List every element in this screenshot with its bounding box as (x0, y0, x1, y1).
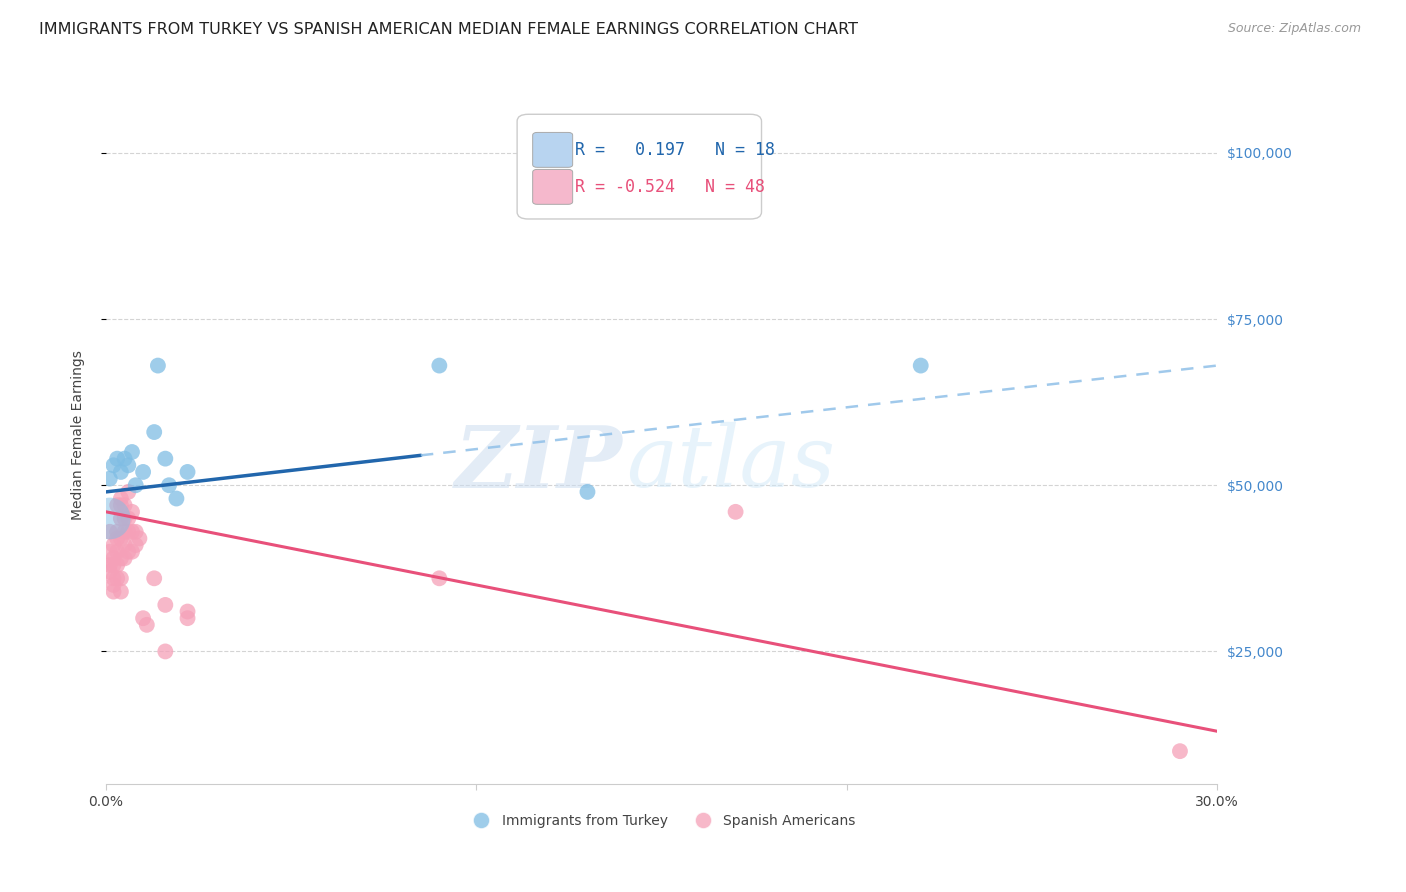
Point (98, 511, 121, 525)
Point (132, 465, 155, 479)
FancyBboxPatch shape (533, 132, 572, 168)
Point (176, 605, 198, 619)
Point (125, 478, 148, 492)
Point (110, 491, 132, 506)
Point (98, 565, 121, 579)
Point (103, 538, 125, 552)
Text: atlas: atlas (626, 422, 835, 505)
Point (98, 558, 121, 572)
Point (114, 498, 136, 512)
Point (135, 617, 157, 632)
Point (114, 511, 136, 525)
FancyBboxPatch shape (533, 169, 572, 204)
Text: IMMIGRANTS FROM TURKEY VS SPANISH AMERICAN MEDIAN FEMALE EARNINGS CORRELATION CH: IMMIGRANTS FROM TURKEY VS SPANISH AMERIC… (39, 22, 859, 37)
Y-axis label: Median Female Earnings: Median Female Earnings (72, 351, 86, 520)
Point (105, 451, 128, 466)
Point (724, 505, 747, 519)
Point (117, 458, 139, 473)
Point (117, 545, 139, 559)
Point (103, 558, 125, 572)
Point (105, 558, 128, 572)
Point (427, 359, 450, 373)
Point (105, 524, 128, 539)
Point (157, 478, 180, 492)
Point (125, 524, 148, 539)
Point (143, 571, 166, 585)
Point (105, 532, 128, 546)
Point (110, 584, 132, 599)
Point (103, 584, 125, 599)
Point (427, 571, 450, 585)
Point (155, 644, 177, 658)
Point (125, 538, 148, 552)
Point (114, 538, 136, 552)
Point (114, 451, 136, 466)
Point (176, 465, 198, 479)
Point (143, 425, 166, 439)
Point (103, 578, 125, 592)
Point (1168, 744, 1191, 758)
Point (576, 484, 599, 499)
Point (110, 532, 132, 546)
Point (103, 551, 125, 566)
Point (117, 511, 139, 525)
Point (110, 571, 132, 585)
Point (121, 524, 143, 539)
Point (121, 545, 143, 559)
Point (132, 611, 155, 625)
Point (910, 359, 932, 373)
Point (105, 571, 128, 585)
Text: R = -0.524   N = 48: R = -0.524 N = 48 (575, 178, 765, 196)
Point (117, 524, 139, 539)
Point (146, 359, 169, 373)
Point (110, 465, 132, 479)
Point (103, 458, 125, 473)
Point (121, 505, 143, 519)
Text: Source: ZipAtlas.com: Source: ZipAtlas.com (1227, 22, 1361, 36)
Point (98, 472, 121, 486)
Point (155, 598, 177, 612)
Text: ZIP: ZIP (454, 422, 623, 505)
Text: R =   0.197   N = 18: R = 0.197 N = 18 (575, 141, 775, 159)
Point (155, 451, 177, 466)
FancyBboxPatch shape (517, 114, 762, 219)
Point (105, 498, 128, 512)
Point (121, 445, 143, 459)
Point (105, 545, 128, 559)
Point (103, 571, 125, 585)
Point (117, 484, 139, 499)
Legend: Immigrants from Turkey, Spanish Americans: Immigrants from Turkey, Spanish American… (461, 808, 862, 833)
Point (110, 498, 132, 512)
Point (110, 511, 132, 525)
Point (114, 524, 136, 539)
Point (128, 532, 150, 546)
Point (165, 491, 187, 506)
Point (176, 611, 198, 625)
Point (110, 551, 132, 566)
Point (114, 551, 136, 566)
Point (98, 545, 121, 559)
Point (98, 524, 121, 539)
